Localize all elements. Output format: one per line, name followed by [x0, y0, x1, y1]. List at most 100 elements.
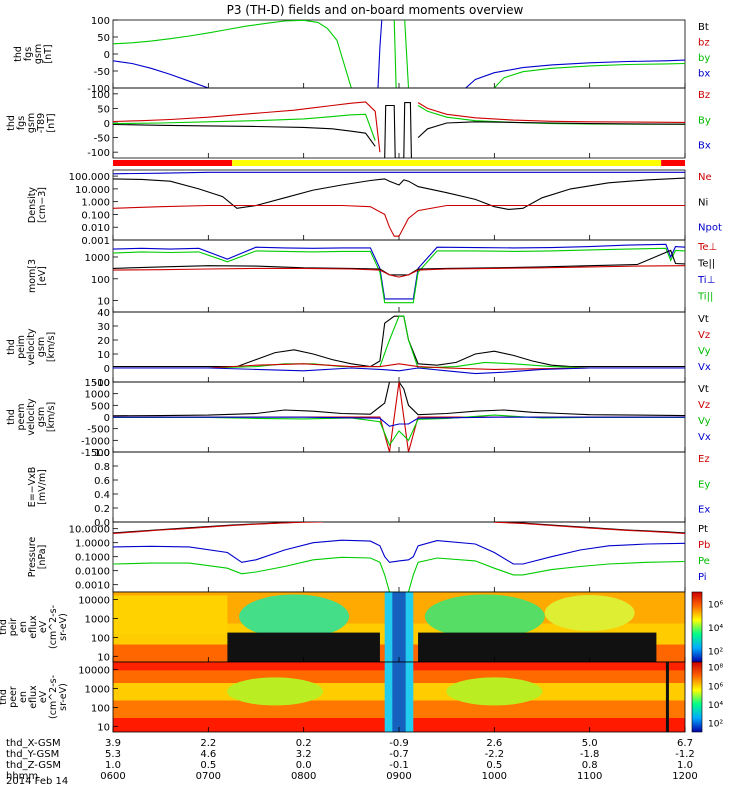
panel-pressure: 10.0000 1.0000 0.1000 0.0100 0.0010 Pressure[…: [27, 521, 710, 593]
y-axis-label-line: (cm^2-s-: [48, 675, 59, 719]
y-tick-label: 10: [97, 297, 110, 308]
series-line: [113, 171, 685, 175]
x-axis-value: -0.9: [389, 738, 409, 749]
legend-entry: Vy: [698, 346, 711, 357]
y-axis-label: thd peim velocity gsm [km/s]: [6, 328, 57, 366]
x-axis-value: 0600: [100, 771, 125, 782]
y-tick-label: 0: [104, 50, 110, 61]
spectrogram-lobe-core: [392, 662, 406, 732]
y-axis-label-line: [nT]: [43, 44, 54, 63]
x-axis-value: 6.7: [677, 738, 693, 749]
series-line: [404, 20, 410, 88]
legend-entry: Ne: [698, 172, 712, 183]
series-line: [113, 382, 685, 417]
colorbar-tick-label: 10⁴: [708, 624, 723, 634]
y-axis-label-line: peir: [8, 618, 19, 637]
series-line: [113, 204, 685, 237]
series-line: [113, 522, 323, 535]
y-tick-label: -100: [87, 84, 110, 95]
y-tick-label: 0.0: [94, 518, 110, 529]
y-axis-label-line: gsm: [36, 407, 47, 427]
x-axis-value: 1.0: [677, 760, 693, 771]
legend-entry: Bz: [698, 90, 710, 101]
y-tick-label: 0: [104, 364, 110, 375]
y-axis-label-line: sr-eV): [58, 613, 69, 641]
series-line: [393, 20, 397, 88]
x-axis-value: 1100: [577, 771, 602, 782]
series-line: [113, 414, 685, 447]
y-tick-label: -100: [87, 148, 110, 159]
spectrogram-blob: [424, 594, 545, 639]
spectrogram-blob: [544, 595, 635, 631]
x-axis-value: 5.0: [582, 738, 598, 749]
plot-title: P3 (TH-D) fields and on-board moments ov…: [227, 3, 524, 17]
y-axis-label-line: -T89: [36, 113, 47, 133]
series-line: [384, 102, 412, 158]
y-tick-label: 1.000: [81, 198, 110, 209]
series-line: [465, 59, 685, 88]
legend-entry: Ex: [698, 505, 710, 516]
legend-entry: Ey: [698, 479, 710, 490]
series-line: [494, 522, 685, 535]
colorbar-tick-label: 10⁶: [708, 682, 723, 692]
y-axis-label-line: [km/s]: [46, 332, 57, 362]
x-axis-value: -0.1: [389, 760, 409, 771]
y-axis-label-line: [nPa]: [37, 545, 48, 570]
y-tick-label: 100: [91, 90, 110, 101]
x-axis-value: 3.9: [105, 738, 121, 749]
x-axis-value: 0.5: [200, 760, 216, 771]
y-tick-label: 0.001: [81, 236, 110, 247]
spectrogram-image: [113, 592, 685, 662]
x-axis-value: -1.8: [580, 749, 600, 760]
y-tick-label: 10: [97, 652, 110, 663]
y-axis-label: Pressure [nPa]: [27, 537, 48, 578]
y-tick-label: 100: [91, 703, 110, 714]
y-tick-label: 1.0: [94, 448, 110, 459]
y-axis-label-line: thd: [0, 619, 9, 635]
legend-entry: Ez: [698, 454, 710, 465]
panel-e-field: 1.0 0.8 0.6 0.4 0.2 0.0 E=−VxB [mV/m] Ez Ey Ex: [27, 448, 710, 529]
y-tick-label: 10: [97, 350, 110, 361]
panel-series: [113, 171, 685, 237]
x-axis-value: -1.2: [675, 749, 695, 760]
y-axis-label-line: sr-eV): [58, 683, 69, 711]
panel-series: [113, 101, 685, 158]
series-line: [113, 177, 685, 210]
legend-entry: Ti||: [697, 292, 713, 303]
y-axis-label-line: peim: [16, 335, 27, 359]
panel-density: 100.000 10.000 1.0000.100 0.010 0.001 Density…: [27, 169, 722, 247]
x-axis-value: 5.3: [105, 749, 121, 760]
legend-entry: Te⊥: [697, 242, 717, 253]
spectrogram-nodata: [418, 632, 657, 662]
legend-entry: Pi: [698, 572, 707, 583]
series-line: [417, 102, 685, 123]
y-axis-label: thd peem velocity gsm [km/s]: [6, 398, 57, 436]
y-axis-label-line: velocity: [26, 328, 37, 366]
x-axis-value: 2.6: [486, 738, 502, 749]
panel-frame: [112, 451, 686, 523]
x-axis-value: 1200: [672, 771, 697, 782]
panel-frame: [112, 239, 686, 313]
y-tick-label: 50: [97, 104, 110, 115]
y-tick-label: 1000: [85, 614, 110, 625]
y-axis-label-line: [nT]: [46, 113, 57, 132]
y-axis-label: thd fgs gsm [nT]: [13, 44, 54, 64]
y-tick-label: 40: [97, 308, 110, 319]
legend-entry: Vy: [698, 416, 711, 427]
y-axis-label-line: [mV/m]: [37, 469, 48, 505]
y-axis-label: thd peir en eflux eV (cm^2-s-sr-eV): [0, 605, 69, 649]
legend-entry: Ti⊥: [697, 275, 715, 286]
legend-entry: Pt: [698, 524, 708, 535]
y-axis-label-line: velocity: [26, 398, 37, 436]
y-tick-label: -50: [94, 67, 110, 78]
y-tick-label: 50: [97, 33, 110, 44]
legend-entry: Vz: [698, 330, 710, 341]
y-tick-label: 10: [97, 722, 110, 733]
y-axis-label-line: peer: [8, 686, 19, 708]
y-tick-label: 0.2: [94, 504, 110, 515]
y-axis-label: thd fgs gsm -T89 [nT]: [6, 113, 57, 133]
y-axis-label-line: [cm−3]: [37, 187, 48, 223]
y-axis-label-line: [km/s]: [46, 402, 57, 432]
